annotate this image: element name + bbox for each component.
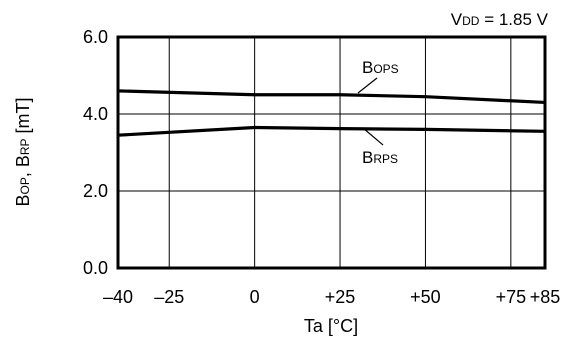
x-tick-label: 0: [250, 287, 260, 307]
x-tick-labels: –40 –25 0 +25 +50 +75 +85: [103, 287, 560, 307]
series-line-brps: [117, 125, 546, 137]
x-tick-label: +85: [530, 287, 561, 307]
x-tick-label: –40: [103, 287, 133, 307]
brps-label-sub: RPS: [373, 152, 398, 166]
brps-label: BRPS: [362, 148, 398, 167]
condition-label-rest: = 1.85 V: [479, 10, 548, 29]
x-axis-label: Ta [°C]: [304, 316, 358, 336]
y-tick-label: 0.0: [83, 258, 108, 278]
y-tick-label: 6.0: [83, 27, 108, 47]
x-tick-label: –25: [154, 287, 184, 307]
bops-label: BOPS: [362, 58, 399, 77]
y-tick-label: 2.0: [83, 181, 108, 201]
condition-label: VDD = 1.85 V: [451, 10, 549, 29]
bops-leader-line: [357, 77, 378, 94]
x-tick-label: +75: [496, 287, 527, 307]
bops-label-sub: OPS: [373, 62, 398, 76]
y-axis-label-unit: [mT]: [13, 97, 33, 138]
y-axis-label-sub1: OP: [18, 177, 32, 194]
series-lines: [117, 89, 546, 137]
grid: [118, 37, 545, 268]
series-line-bops: [117, 89, 546, 105]
y-axis-label-b1: B: [13, 195, 33, 207]
plot-frame: [116, 35, 547, 270]
condition-label-sub: DD: [462, 14, 480, 28]
y-axis-label-sub2: RP: [18, 138, 32, 155]
x-tick-label: +50: [410, 287, 441, 307]
bops-label-main: B: [362, 58, 373, 77]
condition-label-main: V: [451, 10, 463, 29]
y-tick-label: 4.0: [83, 104, 108, 124]
x-tick-label: +25: [325, 287, 356, 307]
brps-label-main: B: [362, 148, 373, 167]
y-axis-label: BOP, BRP [mT]: [13, 97, 33, 206]
y-axis-label-b2: , B: [13, 155, 33, 177]
brps-leader-line: [362, 127, 384, 146]
y-tick-labels: 0.0 2.0 4.0 6.0: [83, 27, 108, 278]
